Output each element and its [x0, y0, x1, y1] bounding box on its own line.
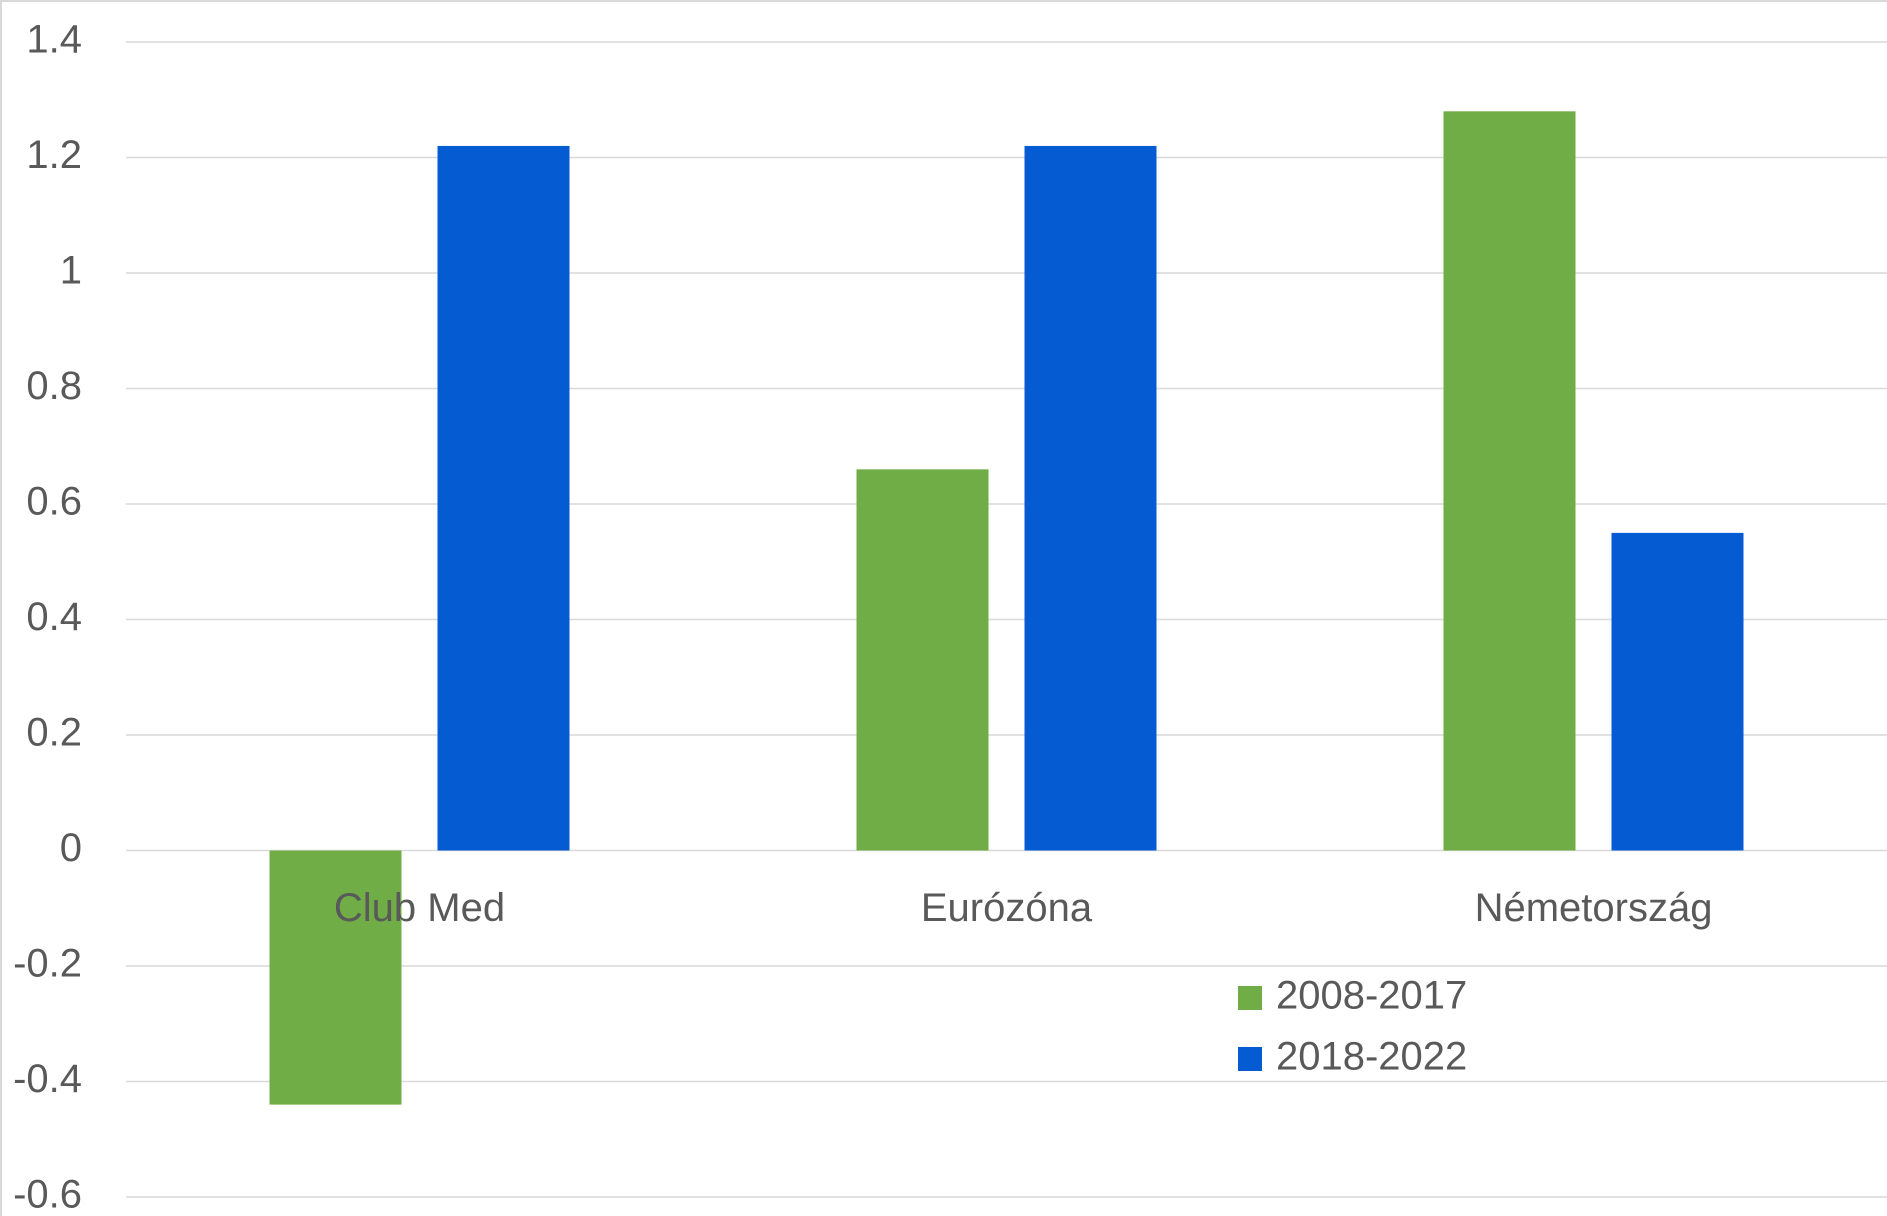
x-category-label: Németország	[1475, 886, 1713, 930]
y-tick-label: 0.4	[26, 595, 82, 639]
bar	[1443, 111, 1576, 851]
y-tick-label: -0.4	[13, 1057, 82, 1101]
y-tick-label: 0.2	[26, 711, 82, 755]
x-axis-category-labels: Club Med Eurózóna Németország	[334, 886, 1713, 930]
legend-swatch	[1238, 1047, 1262, 1071]
bar	[1611, 532, 1744, 851]
legend: 2008-2017 2018-2022	[1238, 974, 1467, 1079]
y-tick-label: 0	[60, 826, 82, 870]
y-axis-tick-labels: 1.4 1.2 1 0.8 0.6 0.4 0.2 0 -0.2 -0.4 -0.6	[13, 18, 82, 1216]
bar	[437, 145, 570, 851]
x-category-label: Club Med	[334, 886, 505, 930]
x-category-label: Eurózóna	[921, 886, 1093, 930]
legend-swatch	[1238, 986, 1262, 1010]
bar	[269, 850, 402, 1105]
bar	[1024, 145, 1157, 851]
y-tick-label: 0.8	[26, 364, 82, 408]
legend-label: 2018-2022	[1276, 1035, 1467, 1079]
bar	[856, 469, 989, 851]
bars	[269, 111, 1744, 1105]
y-tick-label: 0.6	[26, 480, 82, 524]
legend-label: 2008-2017	[1276, 974, 1467, 1018]
gridlines	[126, 41, 1887, 1198]
y-tick-label: 1.2	[26, 133, 82, 177]
y-tick-label: -0.2	[13, 942, 82, 986]
y-tick-label: 1	[60, 249, 82, 293]
y-tick-label: -0.6	[13, 1173, 82, 1216]
y-tick-label: 1.4	[26, 18, 82, 62]
